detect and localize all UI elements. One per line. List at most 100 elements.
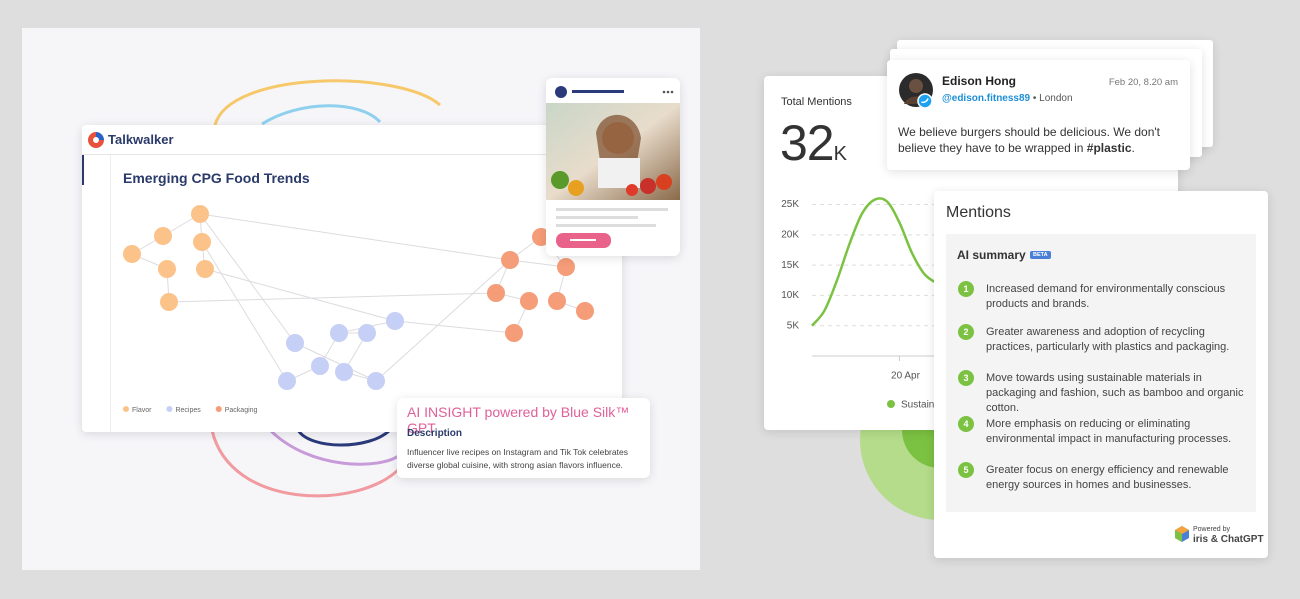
tweet-location: • London (1032, 93, 1073, 104)
post (546, 86, 680, 248)
total-value: 32K (780, 114, 847, 172)
curve (210, 429, 402, 498)
node (278, 372, 296, 390)
node (520, 292, 538, 310)
avatar (899, 73, 933, 109)
curve (213, 79, 441, 126)
nav-active (82, 155, 84, 185)
tweet-text: We believe burgers should be delicious. … (898, 124, 1180, 156)
node (123, 245, 141, 263)
edge (375, 259, 511, 382)
item-number: 5 (958, 462, 974, 478)
summary-title: Mentions (946, 204, 1011, 221)
node (487, 284, 505, 302)
edge (168, 292, 497, 303)
node (311, 357, 329, 375)
legend-dot (166, 406, 173, 412)
tweet-date: Feb 20, 8.20 am (1108, 77, 1178, 88)
node (505, 324, 523, 342)
node (576, 302, 594, 320)
tweet-name: Edison Hong (942, 74, 1016, 88)
powered-label: Powered by (1193, 526, 1230, 533)
node (191, 205, 209, 223)
beta-badge: BETA (1030, 251, 1051, 259)
tweet-body: We believe burgers should be delicious. … (898, 125, 1161, 155)
y-tick-label: 5K (787, 320, 800, 331)
summary-card: Mentions AI summary BETA Powered by iris… (934, 191, 1268, 558)
total-unit: K (833, 143, 847, 165)
node (358, 324, 376, 342)
node (196, 260, 214, 278)
legend-label: Sustain (901, 400, 934, 411)
x-tick-label: 20 Apr (891, 371, 921, 382)
y-tick-label: 10K (781, 290, 799, 301)
graph-card: Talkwalker Emerging CPG Food Trends Flav… (82, 125, 622, 432)
curve (268, 428, 401, 466)
edge (201, 241, 288, 382)
node (532, 228, 550, 246)
item-text: Increased demand for environmentally con… (986, 283, 1226, 310)
logo (88, 132, 104, 148)
item-text: Greater focus on energy efficiency and r… (986, 464, 1229, 491)
curve (296, 428, 392, 447)
item-number: 4 (958, 416, 974, 432)
legend-dot (887, 400, 895, 408)
node (154, 227, 172, 245)
y-tick-label: 20K (781, 229, 799, 240)
sidebar[interactable] (82, 155, 111, 432)
header (82, 125, 622, 155)
node (193, 233, 211, 251)
item-text: Move towards using sustainable materials… (986, 372, 1244, 414)
item-text: Greater awareness and adoption of recycl… (986, 326, 1230, 353)
node (160, 293, 178, 311)
item-number: 2 (958, 324, 974, 340)
tweet-handle[interactable]: @edison.fitness89 (942, 93, 1031, 104)
network: Flavor Recipes Packaging (123, 205, 594, 414)
node (286, 334, 304, 352)
series-line (811, 197, 938, 327)
graph-title: Emerging CPG Food Trends (123, 170, 310, 186)
insight-body: Influencer live recipes on Instagram and… (407, 447, 628, 470)
node (386, 312, 404, 330)
node (548, 292, 566, 310)
tweet-meta: @edison.fitness89 • London (942, 93, 1073, 104)
item-number: 3 (958, 370, 974, 386)
node (367, 372, 385, 390)
item-number: 1 (958, 281, 974, 297)
legend-dot (123, 406, 129, 412)
y-tick-label: 15K (781, 260, 799, 271)
node (330, 324, 348, 342)
legend-dot (215, 406, 222, 412)
y-tick-label: 25K (781, 199, 799, 210)
node (557, 258, 575, 276)
edge (199, 213, 296, 344)
curve (261, 104, 382, 126)
edge (394, 320, 515, 334)
legend-label: Recipes (175, 407, 201, 414)
insight-subtitle: Description (407, 428, 463, 439)
engine-label: iris & ChatGPT (1193, 534, 1264, 545)
insight-card: AI INSIGHT powered by Blue Silk™ GPT Des… (397, 398, 650, 478)
insight-title: AI INSIGHT powered by Blue Silk™ GPT (407, 404, 630, 436)
iris-logo (1175, 526, 1189, 542)
node (158, 260, 176, 278)
node (501, 251, 519, 269)
total-label: Total Mentions (781, 96, 852, 108)
node (335, 363, 353, 381)
item-text: More emphasis on reducing or eliminating… (986, 418, 1232, 445)
hashtag[interactable]: #plastic (1086, 141, 1132, 155)
brand: Talkwalker (108, 132, 174, 147)
legend-label: Packaging (225, 407, 258, 414)
total-number: 32 (780, 115, 835, 171)
legend-label: Flavor (132, 407, 152, 414)
post-card (546, 78, 680, 256)
edge (204, 268, 396, 322)
edge (199, 213, 511, 261)
tweet-end: . (1131, 141, 1135, 155)
summary-heading: AI summary (957, 248, 1026, 262)
edge (294, 342, 377, 382)
summary-box (946, 234, 1256, 512)
tweet-card: Edison Hong Feb 20, 8.20 am @edison.fitn… (887, 60, 1190, 170)
